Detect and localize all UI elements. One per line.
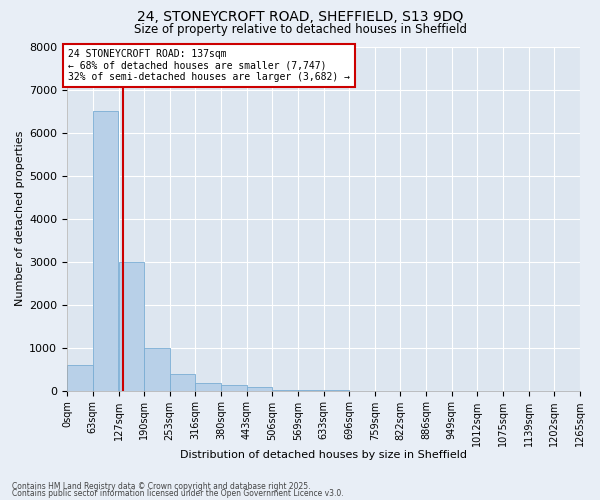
Bar — [221, 386, 247, 390]
Bar — [247, 387, 272, 390]
Y-axis label: Number of detached properties: Number of detached properties — [15, 131, 25, 306]
Bar — [195, 384, 221, 390]
Text: 24, STONEYCROFT ROAD, SHEFFIELD, S13 9DQ: 24, STONEYCROFT ROAD, SHEFFIELD, S13 9DQ — [137, 10, 463, 24]
Bar — [92, 111, 118, 390]
X-axis label: Distribution of detached houses by size in Sheffield: Distribution of detached houses by size … — [180, 450, 467, 460]
Bar — [144, 348, 170, 391]
Text: 24 STONEYCROFT ROAD: 137sqm
← 68% of detached houses are smaller (7,747)
32% of : 24 STONEYCROFT ROAD: 137sqm ← 68% of det… — [68, 48, 350, 82]
Bar — [119, 262, 144, 390]
Text: Contains public sector information licensed under the Open Government Licence v3: Contains public sector information licen… — [12, 489, 344, 498]
Bar — [67, 365, 92, 390]
Text: Contains HM Land Registry data © Crown copyright and database right 2025.: Contains HM Land Registry data © Crown c… — [12, 482, 311, 491]
Text: Size of property relative to detached houses in Sheffield: Size of property relative to detached ho… — [133, 22, 467, 36]
Bar — [170, 374, 195, 390]
